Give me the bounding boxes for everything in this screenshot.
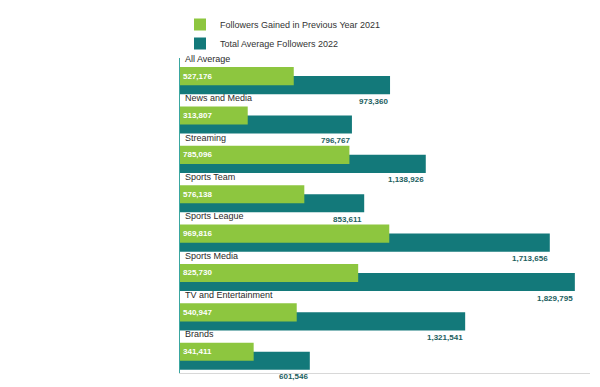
svg-text:Streaming: Streaming — [185, 133, 226, 143]
svg-text:973,360: 973,360 — [359, 97, 388, 106]
svg-text:1,138,926: 1,138,926 — [388, 175, 424, 184]
svg-text:Followers Gained in Previous Y: Followers Gained in Previous Year 2021 — [220, 20, 380, 30]
svg-text:1,713,656: 1,713,656 — [512, 254, 548, 263]
svg-text:1,321,541: 1,321,541 — [427, 333, 463, 342]
svg-text:313,807: 313,807 — [183, 111, 212, 120]
svg-text:TV and Entertainment: TV and Entertainment — [185, 290, 273, 300]
svg-text:853,611: 853,611 — [333, 215, 362, 224]
svg-text:Brands: Brands — [185, 329, 214, 339]
svg-text:Sports Team: Sports Team — [185, 172, 235, 182]
svg-text:News and Media: News and Media — [185, 93, 252, 103]
svg-text:1,829,795: 1,829,795 — [537, 294, 573, 303]
svg-text:All Average: All Average — [185, 54, 230, 64]
svg-text:Total Average Followers 2022: Total Average Followers 2022 — [220, 39, 338, 49]
svg-text:785,096: 785,096 — [183, 150, 212, 159]
svg-text:969,816: 969,816 — [183, 229, 212, 238]
svg-text:576,138: 576,138 — [183, 190, 212, 199]
svg-text:540,947: 540,947 — [183, 308, 212, 317]
svg-text:527,176: 527,176 — [183, 72, 212, 81]
svg-text:601,546: 601,546 — [279, 372, 308, 381]
svg-text:Sports Media: Sports Media — [185, 251, 238, 261]
svg-text:Sports League: Sports League — [185, 211, 244, 221]
svg-text:796,767: 796,767 — [321, 136, 350, 145]
svg-text:341,411: 341,411 — [183, 347, 212, 356]
svg-text:825,730: 825,730 — [183, 268, 212, 277]
